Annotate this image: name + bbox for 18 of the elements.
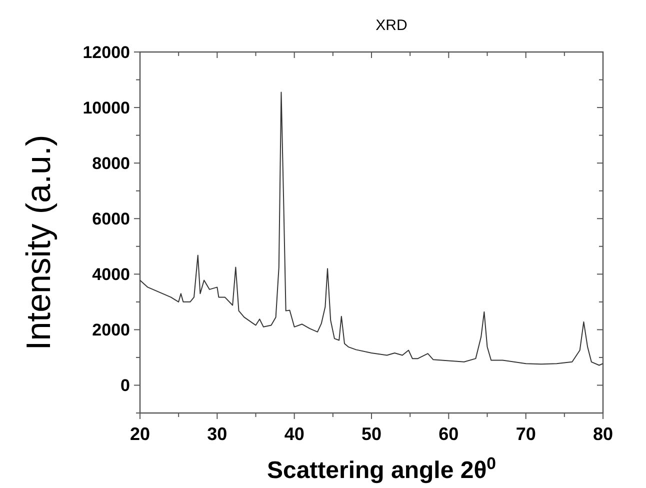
x-tick-label: 60	[438, 424, 459, 444]
y-tick-label: 0	[120, 376, 130, 396]
x-tick-label: 40	[284, 424, 304, 444]
y-tick-label: 2000	[92, 320, 130, 340]
x-tick-label: 30	[207, 424, 228, 444]
x-tick-label: 70	[516, 424, 536, 444]
y-axis-title: Intensity (a.u.)	[20, 134, 58, 350]
y-tick-label: 10000	[82, 98, 130, 118]
x-tick-label: 50	[361, 424, 382, 444]
y-tick-label: 4000	[92, 265, 130, 284]
y-tick-label: 12000	[82, 42, 130, 62]
x-tick-label: 20	[130, 424, 150, 444]
y-tick-label: 6000	[92, 210, 130, 229]
line-series	[140, 92, 604, 366]
x-axis-title: Scattering angle 2θ$^{0}$	[266, 454, 496, 484]
chart-title: XRD	[376, 17, 408, 34]
x-tick-label: 80	[592, 424, 614, 444]
y-tick-label: 8000	[92, 154, 130, 174]
